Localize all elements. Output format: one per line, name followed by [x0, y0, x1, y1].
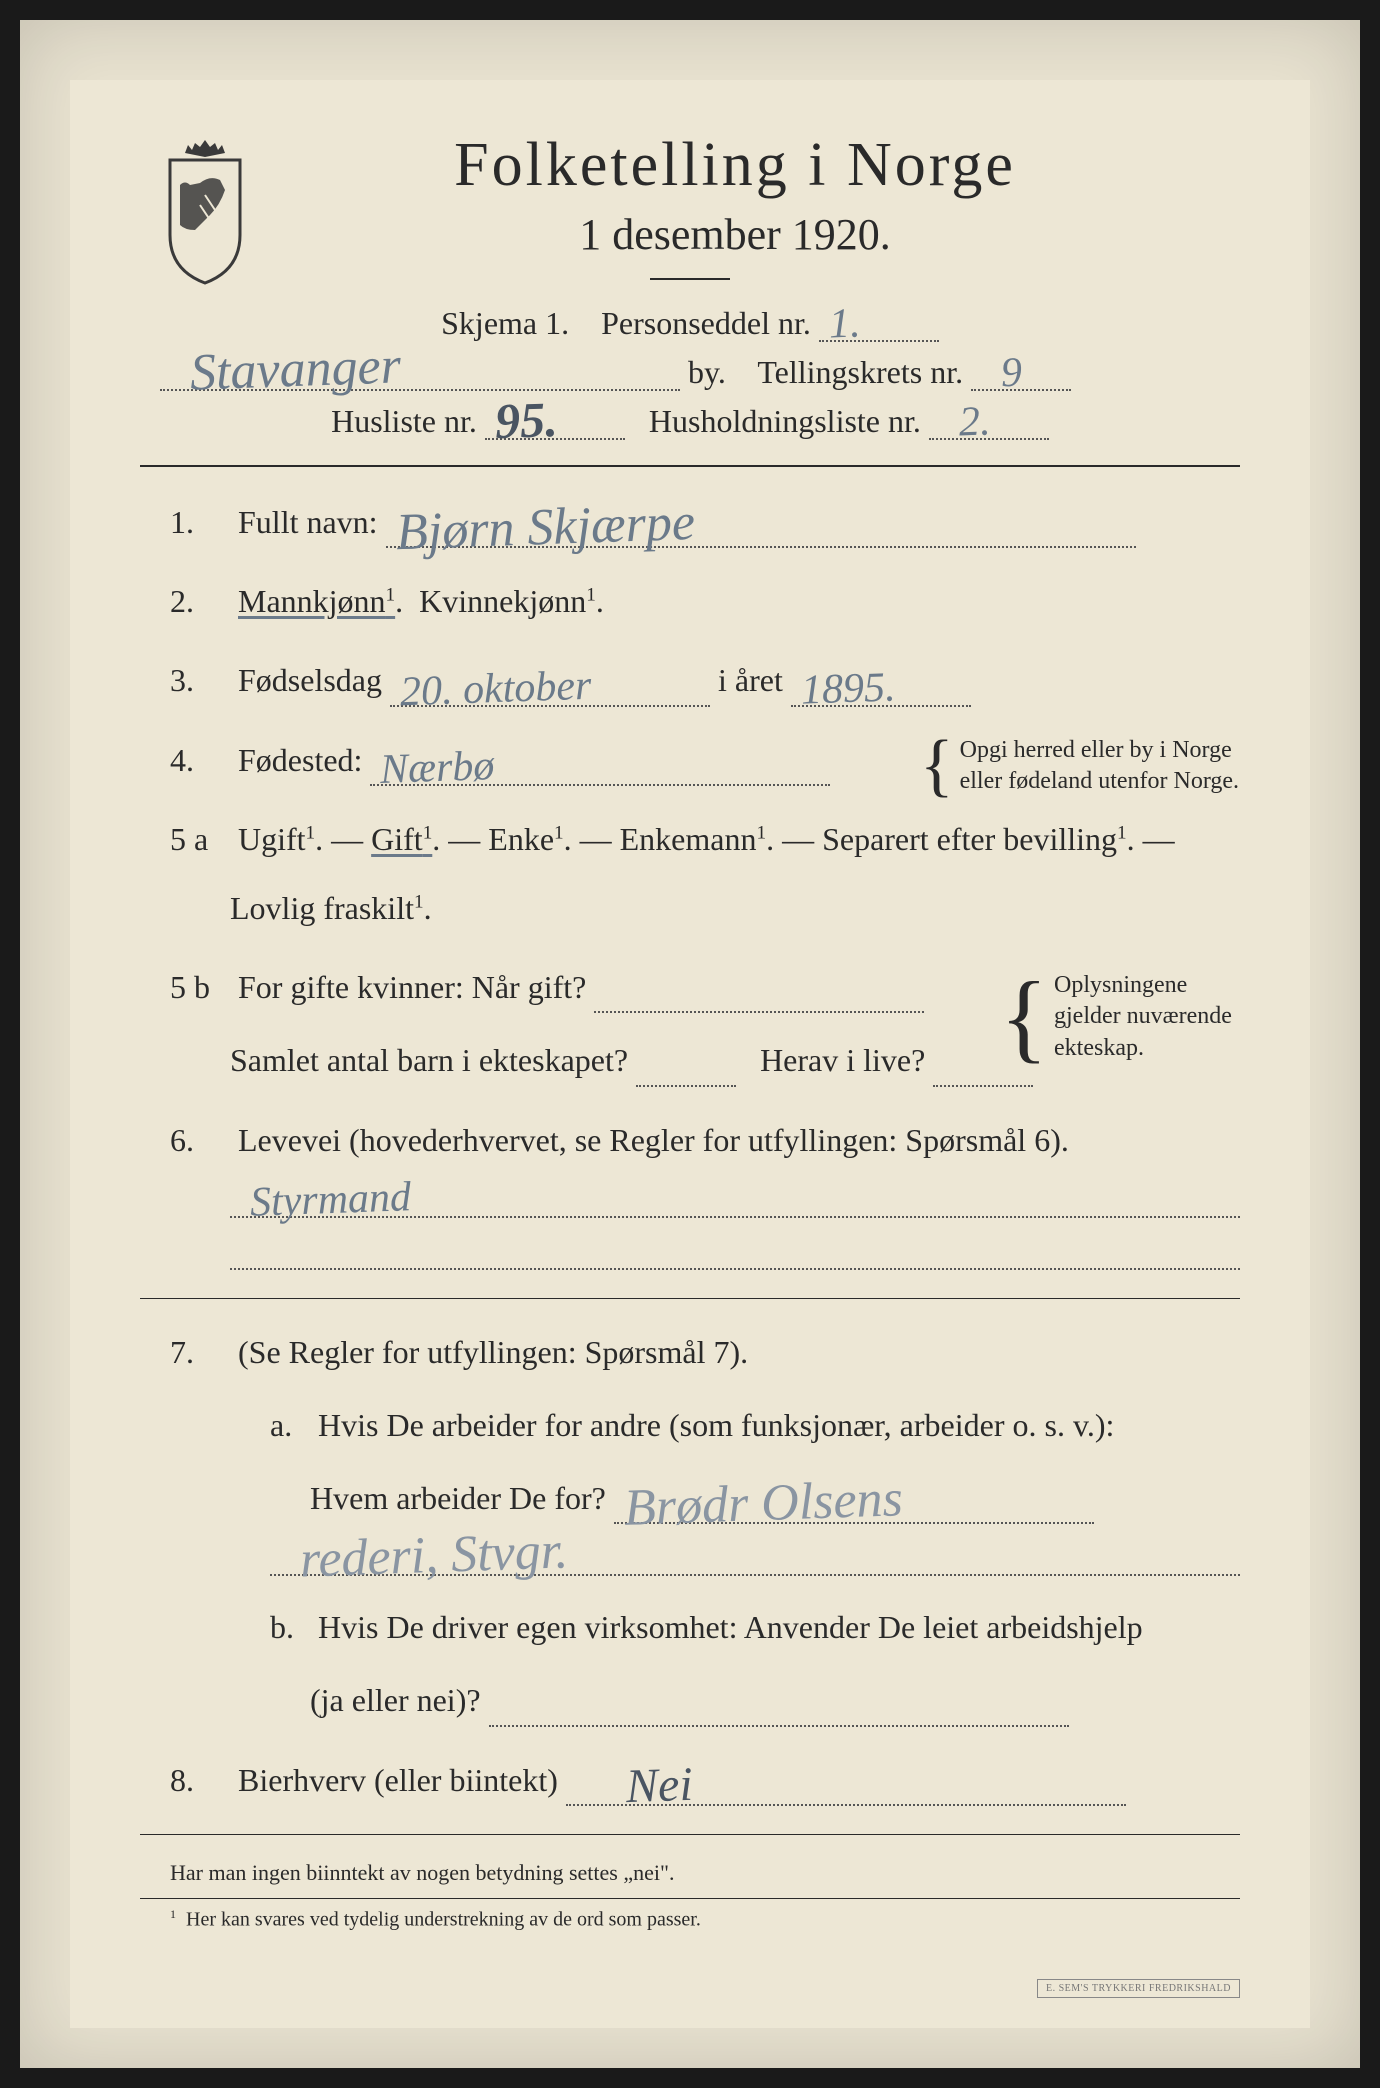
field-7b-blank	[489, 1699, 1069, 1727]
field-7a-label2: Hvem arbeider De for?	[310, 1480, 606, 1516]
lower-divider	[140, 1834, 1240, 1835]
footnote-1: Har man ingen biinntekt av nogen betydni…	[140, 1860, 1240, 1886]
field-5a-opt1: Ugift1	[238, 821, 315, 857]
field-6-value: Styrmand	[249, 1181, 411, 1220]
field-5b-note: { Oplysningene gjelder nuværende ekteska…	[1000, 970, 1240, 1064]
form-title: Folketelling i Norge	[230, 130, 1240, 201]
field-3-year-label: i året	[718, 662, 783, 698]
field-7b-label: Hvis De driver egen virksomhet: Anvender…	[318, 1609, 1143, 1645]
mid-divider	[140, 1298, 1240, 1299]
field-5b-gift-blank	[594, 985, 924, 1013]
field-8-num: 8.	[170, 1755, 230, 1806]
by-value: Stavanger	[189, 346, 401, 395]
field-1-name: 1. Fullt navn: Bjørn Skjærpe	[140, 497, 1240, 548]
field-5b-label3: Herav i live?	[760, 1042, 925, 1078]
field-1-value: Bjørn Skjærpe	[395, 501, 695, 553]
field-5a-marital: 5 a Ugift1. — Gift1. — Enke1. — Enkemann…	[140, 814, 1240, 934]
field-2-opt1: Mannkjønn1	[238, 583, 395, 619]
field-6-occupation: 6. Levevei (hovederhvervet, se Regler fo…	[140, 1115, 1240, 1270]
field-5b-barn-blank	[636, 1059, 736, 1087]
field-2-opt2: Kvinnekjønn1	[419, 583, 596, 619]
coat-of-arms-icon	[150, 135, 260, 285]
field-5a-opt4: Enkemann1	[620, 821, 766, 857]
field-7-num: 7.	[170, 1327, 230, 1378]
field-7b-label2: (ja eller nei)?	[310, 1682, 481, 1718]
field-4-birthplace: 4. Fødested: Nærbø { Opgi herred eller b…	[140, 735, 1240, 786]
meta-by-line: Stavanger by. Tellingskrets nr. 9	[140, 354, 1240, 391]
field-7a-num: a.	[270, 1400, 310, 1451]
field-2-sex: 2. Mannkjønn1. Kvinnekjønn1.	[140, 576, 1240, 627]
title-rule	[650, 278, 730, 280]
personseddel-label: Personseddel nr.	[601, 305, 811, 341]
field-4-label: Fødested:	[238, 742, 362, 778]
by-label: by.	[688, 354, 726, 390]
field-5a-opt2: Gift1	[371, 821, 432, 857]
meta-skjema-line: Skjema 1. Personseddel nr. 1.	[140, 305, 1240, 342]
footnote-2: 1 Her kan svares ved tydelig understrekn…	[140, 1898, 1240, 1932]
personseddel-value: 1.	[828, 308, 861, 343]
field-3-year: 1895.	[800, 671, 896, 708]
husliste-label: Husliste nr.	[331, 403, 477, 439]
field-4-value: Nærbø	[380, 750, 495, 788]
husholdning-label: Husholdningsliste nr.	[649, 403, 921, 439]
form-subtitle: 1 desember 1920.	[230, 209, 1240, 260]
field-7a-value1: Brødr Olsens	[623, 1478, 903, 1529]
tellingskrets-value: 9	[1000, 357, 1022, 391]
field-3-birthdate: 3. Fødselsdag 20. oktober i året 1895.	[140, 655, 1240, 706]
header-divider	[140, 465, 1240, 467]
field-6-num: 6.	[170, 1115, 230, 1166]
field-1-label: Fullt navn:	[238, 504, 378, 540]
field-8-value: Nei	[625, 1766, 693, 1807]
husliste-value: 95.	[494, 399, 558, 441]
field-3-day: 20. oktober	[399, 670, 591, 710]
field-7a-label: Hvis De arbeider for andre (som funksjon…	[318, 1407, 1114, 1443]
field-2-num: 2.	[170, 576, 230, 627]
tellingskrets-label: Tellingskrets nr.	[757, 354, 963, 390]
field-3-num: 3.	[170, 655, 230, 706]
field-1-num: 1.	[170, 497, 230, 548]
form-header: Folketelling i Norge 1 desember 1920.	[140, 130, 1240, 280]
field-7-employer: 7. (Se Regler for utfyllingen: Spørsmål …	[140, 1327, 1240, 1727]
skjema-label: Skjema 1.	[441, 305, 569, 341]
scan-frame: Folketelling i Norge 1 desember 1920. Sk…	[20, 20, 1360, 2068]
field-5a-line2: Lovlig fraskilt1	[230, 890, 424, 926]
field-6-blank2	[230, 1230, 1240, 1270]
printer-stamp: E. SEM'S TRYKKERI FREDRIKSHALD	[1037, 1979, 1240, 1998]
field-7a-value2: rederi, Stvgr.	[299, 1530, 568, 1581]
field-5a-num: 5 a	[170, 814, 230, 865]
field-4-num: 4.	[170, 735, 230, 786]
field-6-label: Levevei (hovederhvervet, se Regler for u…	[238, 1122, 1069, 1158]
field-3-label: Fødselsdag	[238, 662, 382, 698]
field-4-note: { Opgi herred eller by i Norge eller fød…	[920, 735, 1240, 797]
field-5b-label2: Samlet antal barn i ekteskapet?	[230, 1042, 628, 1078]
census-form: Folketelling i Norge 1 desember 1920. Sk…	[70, 80, 1310, 2028]
field-5b-label1: For gifte kvinner: Når gift?	[238, 969, 586, 1005]
field-7b-num: b.	[270, 1602, 310, 1653]
field-5a-opt3: Enke1	[488, 821, 563, 857]
meta-husliste-line: Husliste nr. 95. Husholdningsliste nr. 2…	[140, 403, 1240, 440]
field-8-label: Bierhverv (eller biintekt)	[238, 1762, 558, 1798]
field-5b-married-women: 5 b For gifte kvinner: Når gift? Samlet …	[140, 962, 1240, 1086]
field-8-side-occupation: 8. Bierhverv (eller biintekt) Nei	[140, 1755, 1240, 1806]
field-7-label: (Se Regler for utfyllingen: Spørsmål 7).	[238, 1334, 748, 1370]
husholdning-value: 2.	[958, 406, 991, 441]
field-5a-opt5: Separert efter bevilling1	[822, 821, 1127, 857]
field-5b-num: 5 b	[170, 962, 230, 1013]
